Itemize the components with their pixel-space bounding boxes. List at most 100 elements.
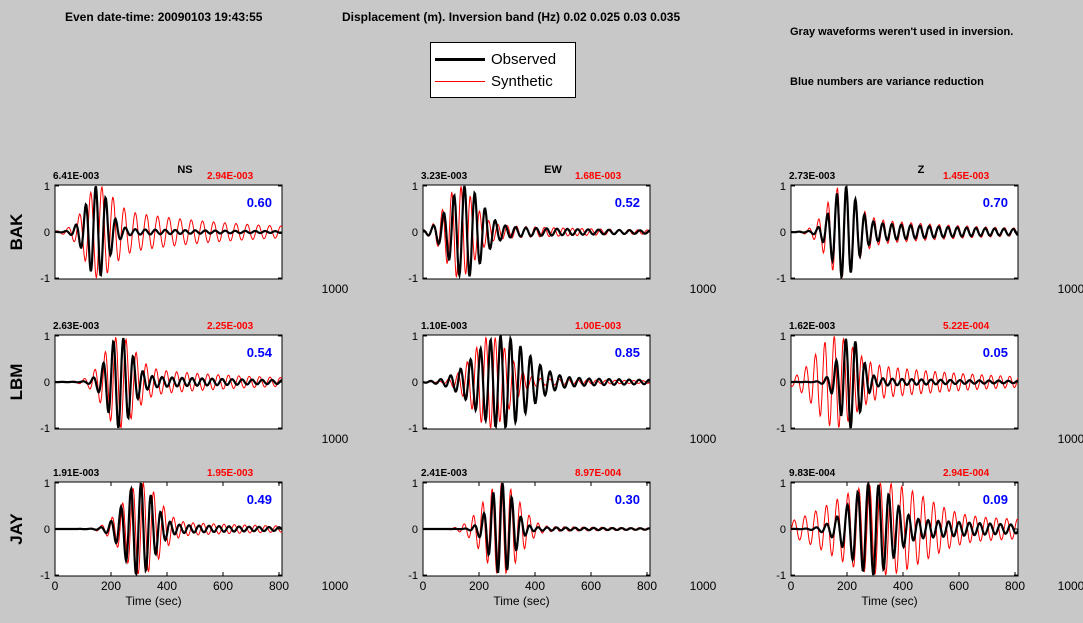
x-tick-label: 0 xyxy=(788,579,795,593)
synthetic-amplitude-label: 2.25E-003 xyxy=(207,321,254,332)
observed-swatch xyxy=(435,57,485,61)
legend-item-observed: Observed xyxy=(435,49,556,69)
gray-waveform-note: Gray waveforms weren't used in inversion… xyxy=(790,26,1014,38)
x-tick-label: 600 xyxy=(949,579,969,593)
variance-reduction-value: 0.70 xyxy=(983,195,1008,210)
y-tick-label: 1 xyxy=(780,331,786,343)
x-tick-label: 200 xyxy=(101,579,121,593)
observed-waveform-lbm-ew xyxy=(423,335,650,429)
y-tick-label: -1 xyxy=(408,273,418,285)
observed-amplitude-label: 9.83E-004 xyxy=(789,468,836,479)
y-tick-label: 1 xyxy=(44,478,50,490)
y-tick-label: 0 xyxy=(412,227,418,239)
x-axis-label: Time (sec) xyxy=(493,594,549,608)
station-label-bak: BAK xyxy=(7,213,26,251)
x-tick-label: 1000 xyxy=(1058,579,1083,593)
legend: Observed Synthetic xyxy=(430,42,576,98)
synthetic-swatch xyxy=(435,80,485,82)
component-header-ns: NS xyxy=(177,164,192,176)
variance-reduction-value: 0.49 xyxy=(247,492,272,507)
x-tick-label-end: 1000 xyxy=(322,432,349,446)
x-axis-label: Time (sec) xyxy=(861,594,917,608)
variance-reduction-note: Blue numbers are variance reduction xyxy=(790,76,984,88)
y-tick-label: 0 xyxy=(780,227,786,239)
x-axis-label: Time (sec) xyxy=(125,594,181,608)
y-tick-label: -1 xyxy=(40,423,50,435)
observed-amplitude-label: 1.10E-003 xyxy=(421,321,468,332)
x-tick-label: 0 xyxy=(420,579,427,593)
observed-waveform-jay-z xyxy=(791,482,1018,576)
x-tick-label: 0 xyxy=(52,579,59,593)
y-tick-label: 0 xyxy=(44,524,50,536)
observed-waveform-bak-z xyxy=(791,185,1018,279)
y-tick-label: 0 xyxy=(780,524,786,536)
observed-amplitude-label: 2.63E-003 xyxy=(53,321,100,332)
y-tick-label: 1 xyxy=(44,181,50,193)
synthetic-amplitude-label: 1.00E-003 xyxy=(575,321,622,332)
observed-waveform-lbm-ns xyxy=(55,337,282,429)
observed-amplitude-label: 1.62E-003 xyxy=(789,321,836,332)
variance-reduction-value: 0.54 xyxy=(247,345,273,360)
y-tick-label: -1 xyxy=(776,570,786,582)
x-tick-label: 1000 xyxy=(322,579,349,593)
variance-reduction-value: 0.09 xyxy=(983,492,1008,507)
y-tick-label: -1 xyxy=(408,570,418,582)
x-tick-label: 800 xyxy=(269,579,289,593)
observed-waveform-bak-ew xyxy=(423,185,650,279)
variance-reduction-value: 0.52 xyxy=(615,195,640,210)
y-tick-label: -1 xyxy=(776,273,786,285)
synthetic-amplitude-label: 8.97E-004 xyxy=(575,468,622,479)
legend-label-synthetic: Synthetic xyxy=(491,72,553,90)
y-tick-label: 1 xyxy=(412,181,418,193)
x-tick-label-end: 1000 xyxy=(1058,432,1083,446)
y-tick-label: 1 xyxy=(780,478,786,490)
y-tick-label: 0 xyxy=(780,377,786,389)
x-tick-label: 400 xyxy=(525,579,545,593)
observed-waveform-lbm-z xyxy=(791,338,1018,429)
figure-subtitle: Displacement (m). Inversion band (Hz) 0.… xyxy=(342,10,681,24)
observed-amplitude-label: 3.23E-003 xyxy=(421,171,468,182)
observed-waveform-jay-ns xyxy=(55,482,282,576)
synthetic-amplitude-label: 2.94E-004 xyxy=(943,468,990,479)
synthetic-amplitude-label: 1.45E-003 xyxy=(943,171,990,182)
station-label-jay: JAY xyxy=(7,513,26,545)
variance-reduction-value: 0.05 xyxy=(983,345,1008,360)
variance-reduction-value: 0.85 xyxy=(615,345,640,360)
x-tick-label-end: 1000 xyxy=(1058,282,1083,296)
synthetic-amplitude-label: 5.22E-004 xyxy=(943,321,990,332)
y-tick-label: 1 xyxy=(44,331,50,343)
synthetic-amplitude-label: 1.95E-003 xyxy=(207,468,254,479)
y-tick-label: -1 xyxy=(408,423,418,435)
observed-waveform-bak-ns xyxy=(55,185,282,277)
x-tick-label: 800 xyxy=(1005,579,1025,593)
component-header-ew: EW xyxy=(544,164,562,176)
y-tick-label: 0 xyxy=(44,377,50,389)
legend-item-synthetic: Synthetic xyxy=(435,71,553,91)
x-tick-label-end: 1000 xyxy=(690,432,717,446)
synthetic-amplitude-label: 1.68E-003 xyxy=(575,171,622,182)
figure-title: Even date-time: 20090103 19:43:55 xyxy=(65,10,263,24)
x-tick-label: 400 xyxy=(893,579,913,593)
component-header-z: Z xyxy=(918,164,925,176)
y-tick-label: 1 xyxy=(780,181,786,193)
x-tick-label-end: 1000 xyxy=(322,282,349,296)
x-tick-label: 1000 xyxy=(690,579,717,593)
observed-amplitude-label: 1.91E-003 xyxy=(53,468,100,479)
synthetic-amplitude-label: 2.94E-003 xyxy=(207,171,254,182)
y-tick-label: 0 xyxy=(412,377,418,389)
y-tick-label: 1 xyxy=(412,331,418,343)
observed-amplitude-label: 2.41E-003 xyxy=(421,468,468,479)
y-tick-label: 1 xyxy=(412,478,418,490)
variance-reduction-value: 0.60 xyxy=(247,195,272,210)
x-tick-label: 200 xyxy=(469,579,489,593)
x-tick-label: 800 xyxy=(637,579,657,593)
observed-amplitude-label: 6.41E-003 xyxy=(53,171,100,182)
x-tick-label: 600 xyxy=(213,579,233,593)
x-tick-label: 600 xyxy=(581,579,601,593)
x-tick-label-end: 1000 xyxy=(690,282,717,296)
variance-reduction-value: 0.30 xyxy=(615,492,640,507)
observed-waveform-jay-ew xyxy=(423,482,650,574)
x-tick-label: 200 xyxy=(837,579,857,593)
y-tick-label: -1 xyxy=(776,423,786,435)
